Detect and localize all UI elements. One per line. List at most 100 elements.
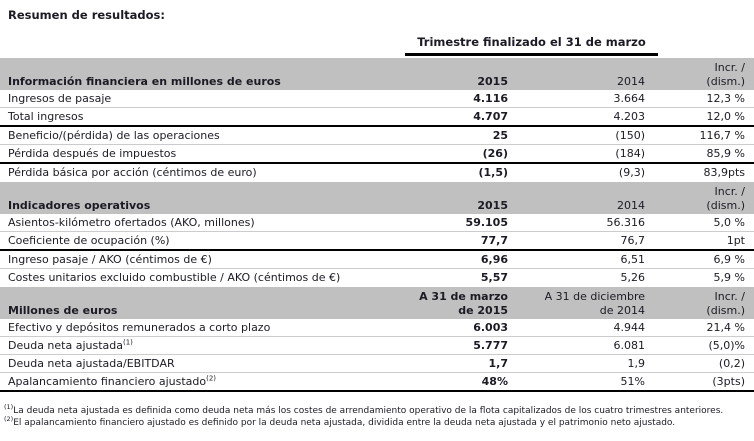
row-label-text: Apalancamiento financiero ajustado — [8, 375, 207, 388]
value-incr: 5,9 % — [713, 271, 745, 284]
footnote-1: (1)La deuda neta ajustada es definida co… — [4, 403, 742, 418]
row-label: Coeficiente de ocupación (%) — [8, 234, 170, 247]
value-2014: 4.944 — [613, 321, 646, 334]
row-label: Costes unitarios excluido combustible / … — [8, 271, 341, 284]
col-header-mar2015-line1: A 31 de marzo — [419, 290, 508, 303]
row-label: Ingresos de pasaje — [8, 92, 112, 105]
row-label: Ingreso pasaje / AKO (céntimos de €) — [8, 253, 212, 266]
table-row: Deuda neta ajustada/EBITDAR 1,7 1,9 (0,2… — [0, 355, 754, 373]
page-title: Resumen de resultados: — [8, 8, 165, 22]
value-2015: 77,7 — [480, 234, 508, 247]
quarter-header: Trimestre finalizado el 31 de marzo — [0, 35, 754, 56]
col-header-dec2014-line1: A 31 de diciembre — [544, 290, 645, 303]
value-2014: 1,9 — [627, 357, 646, 370]
value-incr: 12,0 % — [706, 110, 745, 123]
value-incr: (3pts) — [712, 375, 745, 388]
value-2014: 56.316 — [606, 216, 646, 229]
table-row: Costes unitarios excluido combustible / … — [0, 269, 754, 286]
value-2015: 6.003 — [473, 321, 508, 334]
section-title: Información financiera en millones de eu… — [8, 74, 281, 88]
quarter-header-label: Trimestre finalizado el 31 de marzo — [405, 35, 658, 56]
row-label: Deuda neta ajustada/EBITDAR — [8, 357, 175, 370]
col-header-dec2014-line2: de 2014 — [599, 303, 645, 317]
value-2015: (1,5) — [478, 166, 508, 179]
table-row: Pérdida después de impuestos (26) (184) … — [0, 145, 754, 164]
value-2015: 5,57 — [480, 271, 508, 284]
value-incr: 12,3 % — [706, 92, 745, 105]
value-2014: 6,51 — [620, 253, 646, 266]
col-header-incr-line2: (dism.) — [706, 74, 745, 88]
value-2014: 3.664 — [613, 92, 646, 105]
col-header-incr: Incr. / (dism.) — [645, 61, 745, 88]
col-header-incr: Incr. / (dism.) — [645, 290, 745, 317]
footnote-2: (2)El apalancamiento financiero ajustado… — [4, 414, 742, 430]
col-header-incr-line1: Incr. / — [714, 185, 745, 198]
table-row: Ingreso pasaje / AKO (céntimos de €) 6,9… — [0, 251, 754, 269]
value-incr: 116,7 % — [699, 129, 745, 142]
results-table: Información financiera en millones de eu… — [0, 58, 754, 392]
row-label: Asientos-kilómetro ofertados (AKO, millo… — [8, 216, 255, 229]
col-header-2014: 2014 — [617, 74, 645, 88]
table-row: Beneficio/(pérdida) de las operaciones 2… — [0, 127, 754, 145]
row-label: Pérdida después de impuestos — [8, 147, 177, 160]
value-2014: (150) — [615, 129, 645, 142]
table-row: Total ingresos 4.707 4.203 12,0 % — [0, 108, 754, 127]
value-2015: 5.777 — [473, 339, 508, 352]
col-header-mar2015-line2: de 2015 — [458, 303, 508, 317]
col-header-incr-line2: (dism.) — [706, 198, 745, 212]
value-incr: 83,9pts — [703, 166, 745, 179]
section-title: Indicadores operativos — [8, 198, 151, 212]
col-header-2015: 2015 — [477, 74, 508, 88]
value-2014: 76,7 — [620, 234, 646, 247]
value-2015: 4.707 — [473, 110, 508, 123]
report-page: Resumen de resultados: Trimestre finaliz… — [0, 8, 754, 430]
footnote-2-marker: (2) — [4, 414, 14, 423]
value-incr: 1pt — [726, 234, 745, 247]
footnote-2-text: El apalancamiento financiero ajustado es… — [13, 417, 676, 428]
table-row: Asientos-kilómetro ofertados (AKO, millo… — [0, 214, 754, 232]
value-2015: 48% — [481, 375, 508, 388]
value-2014: (184) — [615, 147, 645, 160]
table-row: Ingresos de pasaje 4.116 3.664 12,3 % — [0, 90, 754, 108]
col-header-incr-line2: (dism.) — [706, 303, 745, 317]
footnote-1-text: La deuda neta ajustada es definida como … — [13, 406, 724, 416]
row-label: Pérdida básica por acción (céntimos de e… — [8, 166, 257, 179]
row-label: Apalancamiento financiero ajustado(2) — [8, 375, 378, 388]
section-header-financial: Información financiera en millones de eu… — [0, 58, 754, 90]
value-incr: (0,2) — [718, 357, 745, 370]
row-label-text: Deuda neta ajustada — [8, 339, 123, 352]
row-label: Beneficio/(pérdida) de las operaciones — [8, 129, 220, 142]
col-header-2015: 2015 — [477, 198, 508, 212]
row-label: Deuda neta ajustada(1) — [8, 339, 378, 352]
footnote-ref-1: (1) — [123, 338, 133, 347]
col-header-2014: 2014 — [617, 198, 645, 212]
table-row: Coeficiente de ocupación (%) 77,7 76,7 1… — [0, 232, 754, 251]
value-incr: 21,4 % — [706, 321, 745, 334]
value-incr: (5,0)% — [708, 339, 745, 352]
value-2014: 5,26 — [620, 271, 646, 284]
value-2014: 6.081 — [613, 339, 646, 352]
footnotes: (1)La deuda neta ajustada es definida co… — [0, 403, 754, 430]
value-2015: 6,96 — [480, 253, 508, 266]
value-2015: 25 — [492, 129, 508, 142]
table-row: Deuda neta ajustada(1) 5.777 6.081 (5,0)… — [0, 337, 754, 355]
section-title: Millones de euros — [8, 303, 118, 317]
footnote-ref-2: (2) — [206, 374, 217, 383]
value-incr: 5,0 % — [713, 216, 745, 229]
col-header-incr-line1: Incr. / — [714, 290, 745, 303]
value-2014: 4.203 — [613, 110, 646, 123]
table-row: Apalancamiento financiero ajustado(2) 48… — [0, 373, 754, 392]
col-header-dec2014: A 31 de diciembre de 2014 — [508, 290, 645, 317]
col-header-incr: Incr. / (dism.) — [645, 185, 745, 212]
footnote-1-marker: (1) — [4, 403, 14, 411]
value-incr: 85,9 % — [706, 147, 745, 160]
row-label: Total ingresos — [8, 110, 84, 123]
col-header-mar2015: A 31 de marzo de 2015 — [378, 290, 508, 317]
section-header-operational: Indicadores operativos 2015 2014 Incr. /… — [0, 182, 754, 214]
table-row: Pérdida básica por acción (céntimos de e… — [0, 164, 754, 181]
value-incr: 6,9 % — [713, 253, 745, 266]
row-label: Efectivo y depósitos remunerados a corto… — [8, 321, 271, 334]
value-2014: (9,3) — [618, 166, 645, 179]
table-row: Efectivo y depósitos remunerados a corto… — [0, 319, 754, 337]
value-2015: 4.116 — [473, 92, 508, 105]
